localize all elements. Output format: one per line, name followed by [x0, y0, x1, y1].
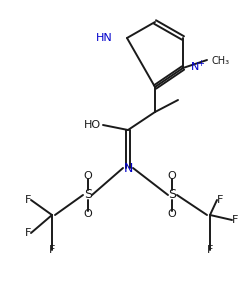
Text: S: S — [84, 188, 92, 201]
Text: +: + — [198, 59, 204, 68]
Text: O: O — [84, 171, 92, 181]
Text: O: O — [84, 209, 92, 219]
Text: HO: HO — [83, 120, 101, 130]
Text: F: F — [25, 228, 31, 238]
Text: F: F — [232, 215, 238, 225]
Text: F: F — [25, 195, 31, 205]
Text: N: N — [191, 62, 199, 72]
Text: S: S — [168, 188, 176, 201]
Text: O: O — [168, 209, 176, 219]
Text: F: F — [207, 245, 213, 255]
Text: O: O — [168, 171, 176, 181]
Text: HN: HN — [96, 33, 113, 43]
Text: N: N — [123, 162, 133, 175]
Text: F: F — [49, 245, 55, 255]
Text: F: F — [217, 195, 223, 205]
Text: CH₃: CH₃ — [211, 56, 229, 66]
